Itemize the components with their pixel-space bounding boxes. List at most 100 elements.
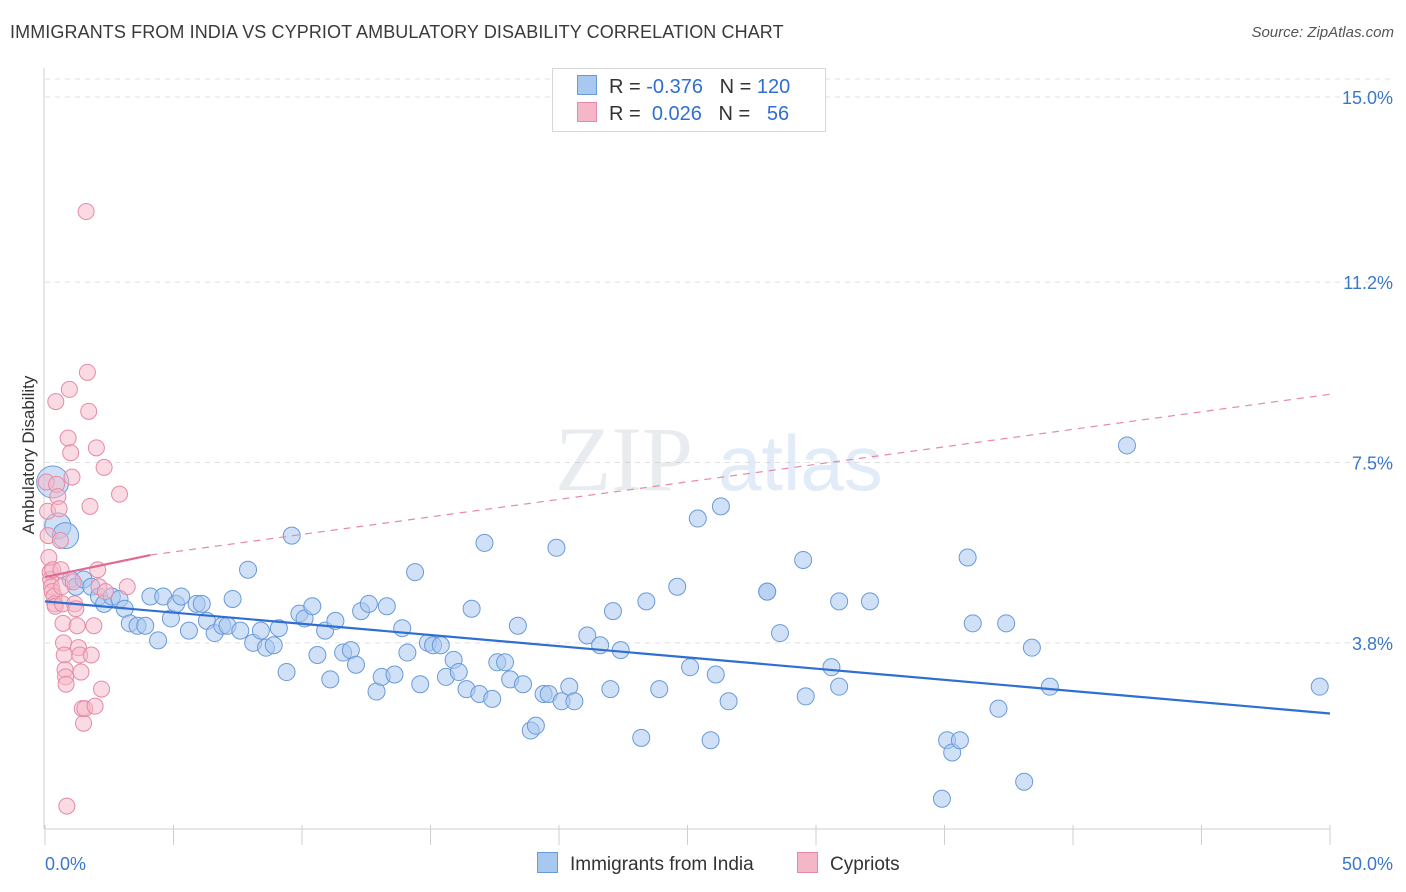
india-point bbox=[1310, 677, 1329, 696]
india-point bbox=[431, 636, 450, 655]
india-point bbox=[475, 533, 494, 552]
y-tick-label: 15.0% bbox=[1342, 88, 1393, 108]
y-tick-label: 3.8% bbox=[1352, 634, 1393, 654]
india-point bbox=[277, 663, 296, 682]
india-point bbox=[578, 626, 597, 645]
india-point bbox=[950, 731, 969, 750]
india-point bbox=[719, 692, 738, 711]
cypriot-point bbox=[50, 500, 68, 518]
cypriot-point bbox=[118, 578, 136, 596]
india-point bbox=[514, 675, 533, 694]
bottom-swatch-cypriots bbox=[797, 852, 818, 873]
tick-labels: 3.8% 7.5% 11.2% 15.0% 0.0% 50.0% bbox=[45, 88, 1393, 874]
cypriot-point bbox=[96, 583, 114, 601]
india-trend-line bbox=[44, 600, 1331, 715]
india-point bbox=[526, 716, 545, 735]
india-point bbox=[688, 509, 707, 528]
cypriot-point bbox=[62, 444, 80, 462]
india-point bbox=[794, 550, 813, 569]
legend-n-label: N = bbox=[718, 103, 751, 125]
india-point bbox=[650, 680, 669, 699]
cypriot-point bbox=[111, 485, 129, 503]
india-point bbox=[264, 636, 283, 655]
cypriot-points bbox=[37, 203, 136, 815]
india-point bbox=[483, 689, 502, 708]
india-point bbox=[231, 621, 250, 640]
cypriot-point bbox=[57, 675, 75, 693]
chart-title: IMMIGRANTS FROM INDIA VS CYPRIOT AMBULAT… bbox=[10, 22, 784, 42]
india-point bbox=[565, 692, 584, 711]
gridlines bbox=[45, 78, 1392, 644]
india-point bbox=[706, 665, 725, 684]
india-point bbox=[547, 538, 566, 557]
y-axis-title: Ambulatory Disability bbox=[19, 375, 38, 534]
india-point bbox=[269, 619, 288, 638]
correlation-legend: R = -0.376 N = 120 R = 0.026 N = 56 bbox=[552, 68, 826, 132]
cypriot-point bbox=[68, 617, 86, 635]
india-point bbox=[637, 592, 656, 611]
cypriot-point bbox=[58, 797, 76, 815]
cypriot-trend-dashed bbox=[150, 393, 1331, 556]
india-point bbox=[508, 616, 527, 635]
india-point bbox=[239, 560, 258, 579]
india-point bbox=[282, 526, 301, 545]
india-point bbox=[668, 577, 687, 596]
legend-swatch-india bbox=[577, 75, 597, 95]
india-point bbox=[346, 655, 365, 674]
cypriot-point bbox=[75, 714, 93, 732]
bottom-legend-india-label: Immigrants from India bbox=[570, 854, 754, 875]
cypriot-point bbox=[60, 380, 78, 398]
india-point bbox=[601, 680, 620, 699]
india-point bbox=[406, 563, 425, 582]
india-point bbox=[303, 597, 322, 616]
source-label: Source: ZipAtlas.com bbox=[1251, 24, 1394, 41]
india-point bbox=[251, 621, 270, 640]
india-point bbox=[449, 663, 468, 682]
india-point bbox=[830, 592, 849, 611]
india-point bbox=[179, 621, 198, 640]
cypriot-point bbox=[85, 617, 103, 635]
cypriot-point bbox=[77, 203, 95, 221]
cypriot-point bbox=[64, 573, 82, 591]
india-point bbox=[711, 497, 730, 516]
india-point bbox=[997, 614, 1016, 633]
cypriot-point bbox=[63, 468, 81, 486]
india-point bbox=[149, 631, 168, 650]
india-point bbox=[359, 594, 378, 613]
legend-row-india: R = -0.376 N = 120 bbox=[577, 75, 790, 101]
bottom-legend-india: Immigrants from India bbox=[537, 852, 754, 876]
cypriot-point bbox=[81, 497, 99, 515]
india-point bbox=[681, 658, 700, 677]
india-point bbox=[326, 611, 345, 630]
india-point bbox=[989, 699, 1008, 718]
cypriot-point bbox=[82, 646, 100, 664]
india-point bbox=[496, 653, 515, 672]
india-point bbox=[860, 592, 879, 611]
india-point bbox=[192, 594, 211, 613]
india-point bbox=[308, 645, 327, 664]
cypriot-point bbox=[51, 531, 69, 549]
legend-n-value-india: 120 bbox=[756, 76, 791, 98]
watermark-zip: ZIP bbox=[555, 408, 693, 510]
x-tick-label: 50.0% bbox=[1342, 854, 1393, 874]
cypriot-point bbox=[54, 614, 72, 632]
legend-n-value-cypriots: 56 bbox=[766, 103, 790, 125]
cypriot-point bbox=[87, 439, 105, 457]
bottom-legend-cypriots: Cypriots bbox=[797, 852, 900, 876]
legend-r-label: R = bbox=[609, 103, 641, 125]
india-point bbox=[822, 658, 841, 677]
legend-row-cypriots: R = 0.026 N = 56 bbox=[577, 102, 789, 128]
cypriot-point bbox=[86, 697, 104, 715]
india-point bbox=[1117, 436, 1136, 455]
cypriot-point bbox=[59, 429, 77, 447]
cypriot-point bbox=[95, 458, 113, 476]
cypriot-point bbox=[93, 680, 111, 698]
axes bbox=[43, 68, 1331, 845]
india-point bbox=[963, 614, 982, 633]
india-point bbox=[321, 670, 340, 689]
trend-lines bbox=[44, 393, 1331, 715]
india-point bbox=[411, 675, 430, 694]
india-point bbox=[701, 731, 720, 750]
india-point bbox=[830, 677, 849, 696]
india-point bbox=[398, 643, 417, 662]
